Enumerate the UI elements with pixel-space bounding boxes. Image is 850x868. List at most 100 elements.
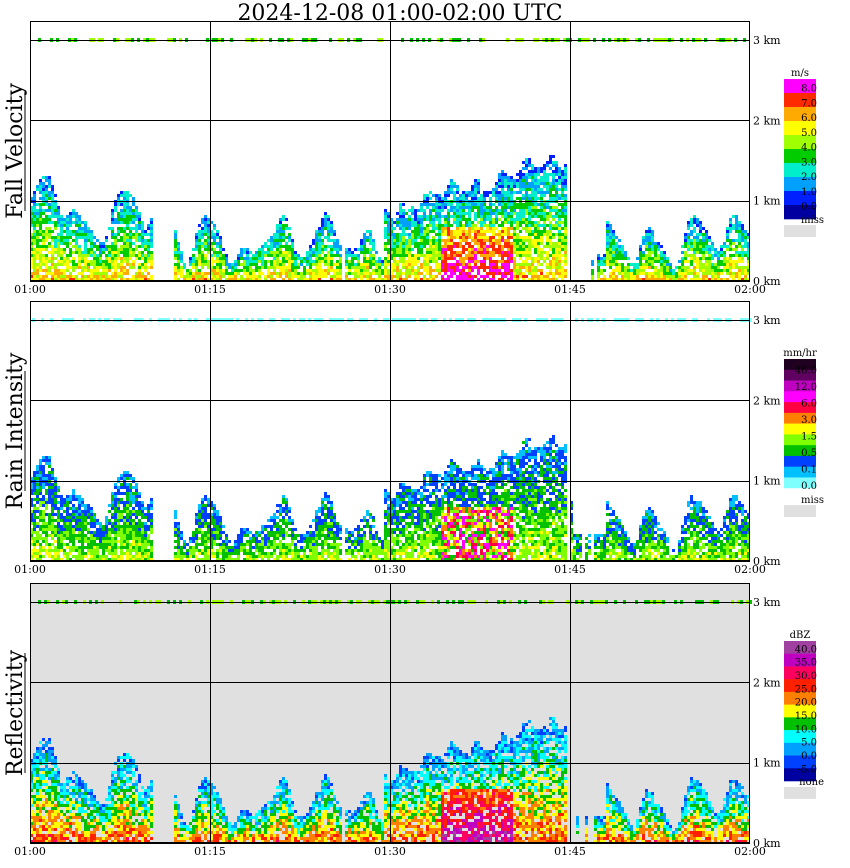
x-tick-label: 02:00 (734, 283, 766, 296)
colorbar-label: -5.0 (798, 764, 817, 775)
y-tick-label: 0 km (753, 275, 781, 288)
grid (30, 583, 750, 844)
colorbar-label: 25.0 (795, 684, 817, 695)
colorbar-label: 35.0 (795, 658, 817, 669)
colorbar-swatch (784, 93, 816, 108)
colorbar-swatch (784, 691, 816, 705)
colorbar-label: 0.5 (801, 448, 817, 459)
colorbar-swatch (784, 369, 816, 381)
colorbar-swatch (784, 742, 816, 756)
colorbar-unit: dBZ (790, 630, 811, 641)
y-tick-label: 0 km (753, 837, 781, 850)
colorbar-swatch (784, 768, 816, 782)
colorbar-swatch (784, 121, 816, 136)
panel-title: Reflectivity (3, 649, 28, 776)
colorbar-unit: m/s (791, 68, 809, 79)
colorbar-label: 4.0 (801, 143, 817, 154)
colorbar-label: 0.0 (801, 481, 817, 492)
colorbar-label: 6.0 (801, 113, 817, 124)
colorbar-swatch (784, 704, 816, 718)
echo-cells (30, 155, 750, 281)
x-tick-label: 01:15 (194, 283, 226, 296)
colorbar-label: 5.0 (801, 128, 817, 139)
colorbar-label: 30.0 (795, 671, 817, 682)
panel-title: Rain Intensity (3, 352, 28, 509)
colorbar-swatch (784, 391, 816, 403)
colorbar-swatch (784, 466, 816, 478)
colorbar-label: 5.0 (801, 738, 817, 749)
x-tick-label: 01:00 (14, 563, 46, 576)
plot-frame (30, 583, 750, 843)
colorbar-missing-swatch (784, 225, 816, 237)
x-tick-label: 01:15 (194, 563, 226, 576)
colorbar-swatch (784, 380, 816, 392)
colorbar-label: 0.0 (801, 751, 817, 762)
y-tick-label: 2 km (753, 676, 781, 689)
panel-reflectivity: Reflectivity 01:00 01:15 01:30 01:45 02:000 k… (3, 583, 824, 858)
colorbar-swatch (784, 402, 816, 414)
colorbar-swatch (784, 149, 816, 164)
grid (30, 301, 750, 562)
colorbar-swatch (784, 177, 816, 192)
colorbar-swatch (784, 477, 816, 489)
colorbar-missing-swatch (784, 505, 816, 517)
colorbar-label: 3.0 (801, 415, 817, 426)
x-tick-label: 01:45 (554, 283, 586, 296)
colorbar-label: 3.0 (801, 157, 817, 168)
colorbar-swatch (784, 79, 816, 94)
panel-rain-intensity: Rain Intensity 01:00 01:15 01:30 01:45 02:00 0… (3, 301, 824, 576)
colorbar-label: 15.0 (795, 711, 817, 722)
x-tick-label: 01:45 (554, 845, 586, 858)
panel-title: Fall Velocity (3, 83, 28, 219)
colorbar-label: 0.0 (801, 202, 817, 213)
echo-cells (30, 717, 750, 843)
plot-frame (30, 21, 750, 281)
colorbar-label: 0.1 (801, 464, 817, 475)
colorbar-label: 48.0 (795, 365, 817, 376)
y-tick-label: 3 km (753, 314, 781, 327)
colorbar-label: 6.0 (801, 398, 817, 409)
x-tick-label: 01:30 (374, 563, 406, 576)
colorbar-swatch (784, 135, 816, 150)
x-tick-label: 01:15 (194, 845, 226, 858)
colorbar-label: 1.5 (801, 431, 817, 442)
colorbar-missing-swatch (784, 787, 816, 799)
y-tick-label: 3 km (753, 596, 781, 609)
x-tick-label: 01:45 (554, 563, 586, 576)
colorbar-missing-label: miss (801, 495, 824, 506)
y-tick-label: 1 km (753, 195, 781, 208)
x-tick-label: 01:00 (14, 845, 46, 858)
colorbar-swatch (784, 679, 816, 693)
colorbar-label: 2.0 (801, 172, 817, 183)
x-tick-label: 01:00 (14, 283, 46, 296)
colorbar-label: 20.0 (795, 698, 817, 709)
colorbar-missing-label: none (799, 777, 824, 788)
colorbar-label: 7.0 (801, 98, 817, 109)
colorbar-swatch (784, 641, 816, 655)
colorbar: dBZ 40.0 35.0 30.0 25.0 20.0 15.0 10.0 5.0 0.0 -5.… (784, 630, 824, 799)
colorbar-swatch (784, 755, 816, 769)
y-tick-label: 1 km (753, 757, 781, 770)
x-tick-label: 02:00 (734, 563, 766, 576)
colorbar-swatch (784, 107, 816, 122)
colorbar-unit: mm/hr (783, 348, 817, 359)
colorbar-swatch (784, 191, 816, 206)
grid (30, 21, 750, 282)
colorbar-swatch (784, 205, 816, 220)
colorbar-swatch (784, 455, 816, 467)
colorbar-swatch (784, 359, 816, 371)
colorbar-swatch (784, 666, 816, 680)
y-tick-label: 3 km (753, 34, 781, 47)
colorbar-swatch (784, 653, 816, 667)
colorbar-swatch (784, 412, 816, 424)
echo-cells (30, 435, 750, 561)
y-tick-label: 2 km (753, 114, 781, 127)
x-tick-label: 02:00 (734, 845, 766, 858)
colorbar-swatch (784, 163, 816, 178)
panel-fall-velocity: Fall Velocity 01:00 01:15 01:30 01:45 02:000 … (3, 21, 824, 296)
colorbar-swatch (784, 730, 816, 744)
x-tick-label: 01:30 (374, 845, 406, 858)
colorbar-swatch (784, 717, 816, 731)
x-tick-label: 01:30 (374, 283, 406, 296)
